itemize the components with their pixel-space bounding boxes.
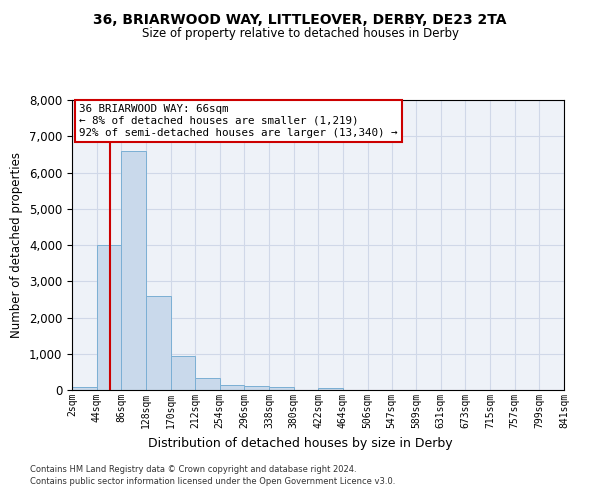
Bar — [97, 245, 121, 390]
Text: 36 BRIARWOOD WAY: 66sqm
← 8% of detached houses are smaller (1,219)
92% of semi-: 36 BRIARWOOD WAY: 66sqm ← 8% of detached… — [79, 104, 398, 138]
Text: Distribution of detached houses by size in Derby: Distribution of detached houses by size … — [148, 438, 452, 450]
Text: Contains public sector information licensed under the Open Government Licence v3: Contains public sector information licen… — [30, 476, 395, 486]
Text: 36, BRIARWOOD WAY, LITTLEOVER, DERBY, DE23 2TA: 36, BRIARWOOD WAY, LITTLEOVER, DERBY, DE… — [93, 12, 507, 26]
Text: Size of property relative to detached houses in Derby: Size of property relative to detached ho… — [142, 28, 458, 40]
Bar — [146, 296, 170, 390]
Y-axis label: Number of detached properties: Number of detached properties — [10, 152, 23, 338]
Bar — [170, 356, 195, 390]
Bar — [244, 386, 269, 390]
Text: Contains HM Land Registry data © Crown copyright and database right 2024.: Contains HM Land Registry data © Crown c… — [30, 466, 356, 474]
Bar — [318, 388, 343, 390]
Bar — [220, 384, 244, 390]
Bar — [269, 388, 293, 390]
Bar — [121, 151, 146, 390]
Bar — [195, 378, 220, 390]
Bar — [72, 388, 97, 390]
